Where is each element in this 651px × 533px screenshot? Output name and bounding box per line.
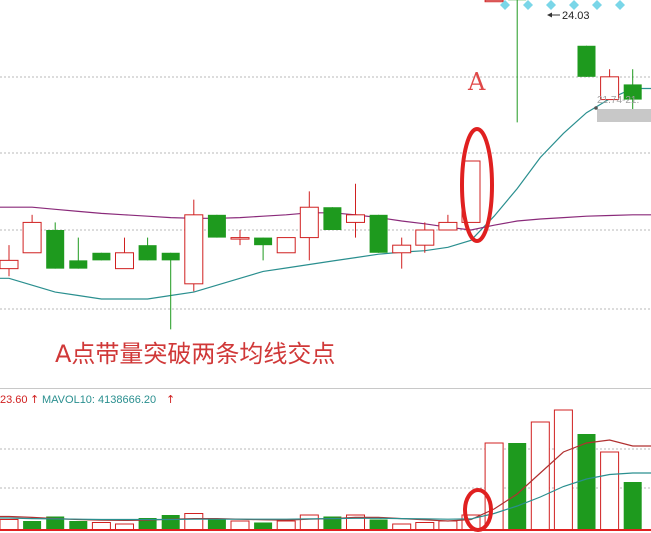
candle-body: [276, 237, 296, 254]
volume-bar: [530, 421, 550, 531]
volume-bars: [0, 409, 642, 531]
volume-bar: [600, 451, 620, 531]
volume-bar: [184, 513, 204, 531]
volume-bar: [508, 443, 527, 530]
candle: [484, 0, 504, 3]
candle-body: [138, 245, 157, 261]
candle: [392, 237, 412, 269]
candle-body: [369, 214, 388, 253]
candle: [0, 245, 19, 277]
candle: [508, 0, 527, 123]
price-tag-bar: [597, 109, 651, 122]
candle: [115, 237, 134, 270]
candle: [184, 199, 204, 292]
volume-grid: [0, 448, 651, 489]
candle: [276, 237, 296, 254]
volume-bar: [484, 442, 504, 531]
price-ma-lines: [0, 87, 651, 300]
breakout-ellipse: [460, 127, 494, 243]
volume-bar: [577, 434, 596, 530]
volume-bar: [23, 521, 42, 530]
candle-body: [0, 259, 19, 270]
top-markers: [500, 0, 625, 10]
volume-bar: [276, 520, 296, 531]
volume-header-label: MAVOL10: 4138666.20: [42, 394, 156, 406]
volume-bar: [553, 409, 573, 531]
annotation-caption: A点带量突破两条均线交点: [55, 340, 335, 368]
volume-bar: [323, 516, 342, 530]
volume-header-value: 23.60: [0, 394, 28, 406]
candle: [461, 160, 481, 223]
candle-body: [438, 221, 458, 231]
candle-body: [22, 221, 42, 254]
high-marker-arrow: [547, 12, 552, 18]
candle-body: [115, 252, 134, 270]
volume-bar: [46, 516, 65, 530]
candle: [623, 69, 642, 115]
candle-body: [161, 252, 180, 261]
candle: [138, 237, 157, 261]
candle-body: [577, 45, 596, 77]
volume-header-arrow1: ↑: [30, 393, 39, 406]
volume-bar: [623, 482, 642, 530]
candle: [230, 230, 250, 246]
candle-body: [392, 244, 412, 254]
candle: [369, 214, 388, 253]
volume-ellipse: [463, 488, 493, 532]
price-tag-label: 21.74-21.: [597, 95, 639, 106]
price-ma-line-1: [0, 87, 651, 300]
volume-bar: [415, 522, 435, 531]
volume-header-arrow2: ↑: [166, 393, 175, 406]
candle-body: [184, 214, 204, 285]
volume-bar: [438, 520, 458, 531]
candle: [577, 45, 596, 77]
candle: [69, 237, 88, 269]
candle-body: [323, 207, 342, 230]
candle-body: [69, 260, 88, 269]
volume-bar: [91, 522, 111, 531]
volume-bar: [230, 520, 250, 531]
point-a-label: A: [467, 68, 486, 96]
candle: [600, 69, 620, 101]
volume-ma-lines: [0, 439, 651, 522]
candle: [254, 237, 273, 261]
volume-bar: [254, 522, 273, 530]
volume-bar: [69, 521, 88, 530]
price-ma-line-2: [0, 206, 651, 231]
volume-bar: [299, 514, 319, 531]
candle: [92, 252, 111, 261]
candle-body: [299, 206, 319, 239]
candle: [161, 252, 180, 330]
candle-body: [623, 84, 642, 100]
candle-body: [46, 230, 65, 269]
candle: [46, 222, 65, 269]
volume-bar: [369, 519, 388, 530]
high-marker-label: 24.03: [562, 10, 590, 22]
candle: [22, 214, 42, 254]
candle: [438, 214, 458, 231]
candle-body: [207, 214, 226, 238]
candle: [299, 191, 319, 261]
volume-bar: [207, 519, 226, 530]
candle-body: [600, 76, 620, 101]
price-tag-dot: [594, 106, 598, 110]
volume-bar: [161, 515, 180, 530]
candle: [346, 183, 365, 238]
volume-ma-line-2: [0, 472, 651, 521]
candle-body: [346, 214, 365, 223]
candle-body: [92, 252, 111, 261]
candle: [415, 222, 435, 253]
candle-body: [230, 237, 250, 240]
candle-body: [415, 229, 435, 246]
candle-body: [484, 0, 504, 3]
candle: [323, 207, 342, 230]
volume-ma-line-1: [0, 439, 651, 522]
candle: [207, 214, 226, 238]
candles: [0, 0, 642, 330]
candle-body: [254, 237, 273, 246]
price-grid: [0, 76, 651, 310]
volume-bar: [138, 518, 157, 530]
volume-bar: [0, 519, 19, 531]
